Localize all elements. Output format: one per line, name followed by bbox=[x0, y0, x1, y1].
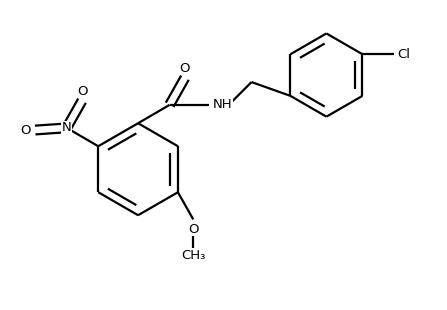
Text: O: O bbox=[20, 123, 31, 136]
Text: O: O bbox=[188, 223, 198, 236]
Text: N: N bbox=[62, 121, 72, 134]
Text: O: O bbox=[180, 62, 190, 74]
Text: NH: NH bbox=[213, 98, 232, 111]
Text: Cl: Cl bbox=[397, 48, 410, 61]
Text: CH₃: CH₃ bbox=[181, 249, 206, 262]
Text: O: O bbox=[77, 85, 87, 98]
